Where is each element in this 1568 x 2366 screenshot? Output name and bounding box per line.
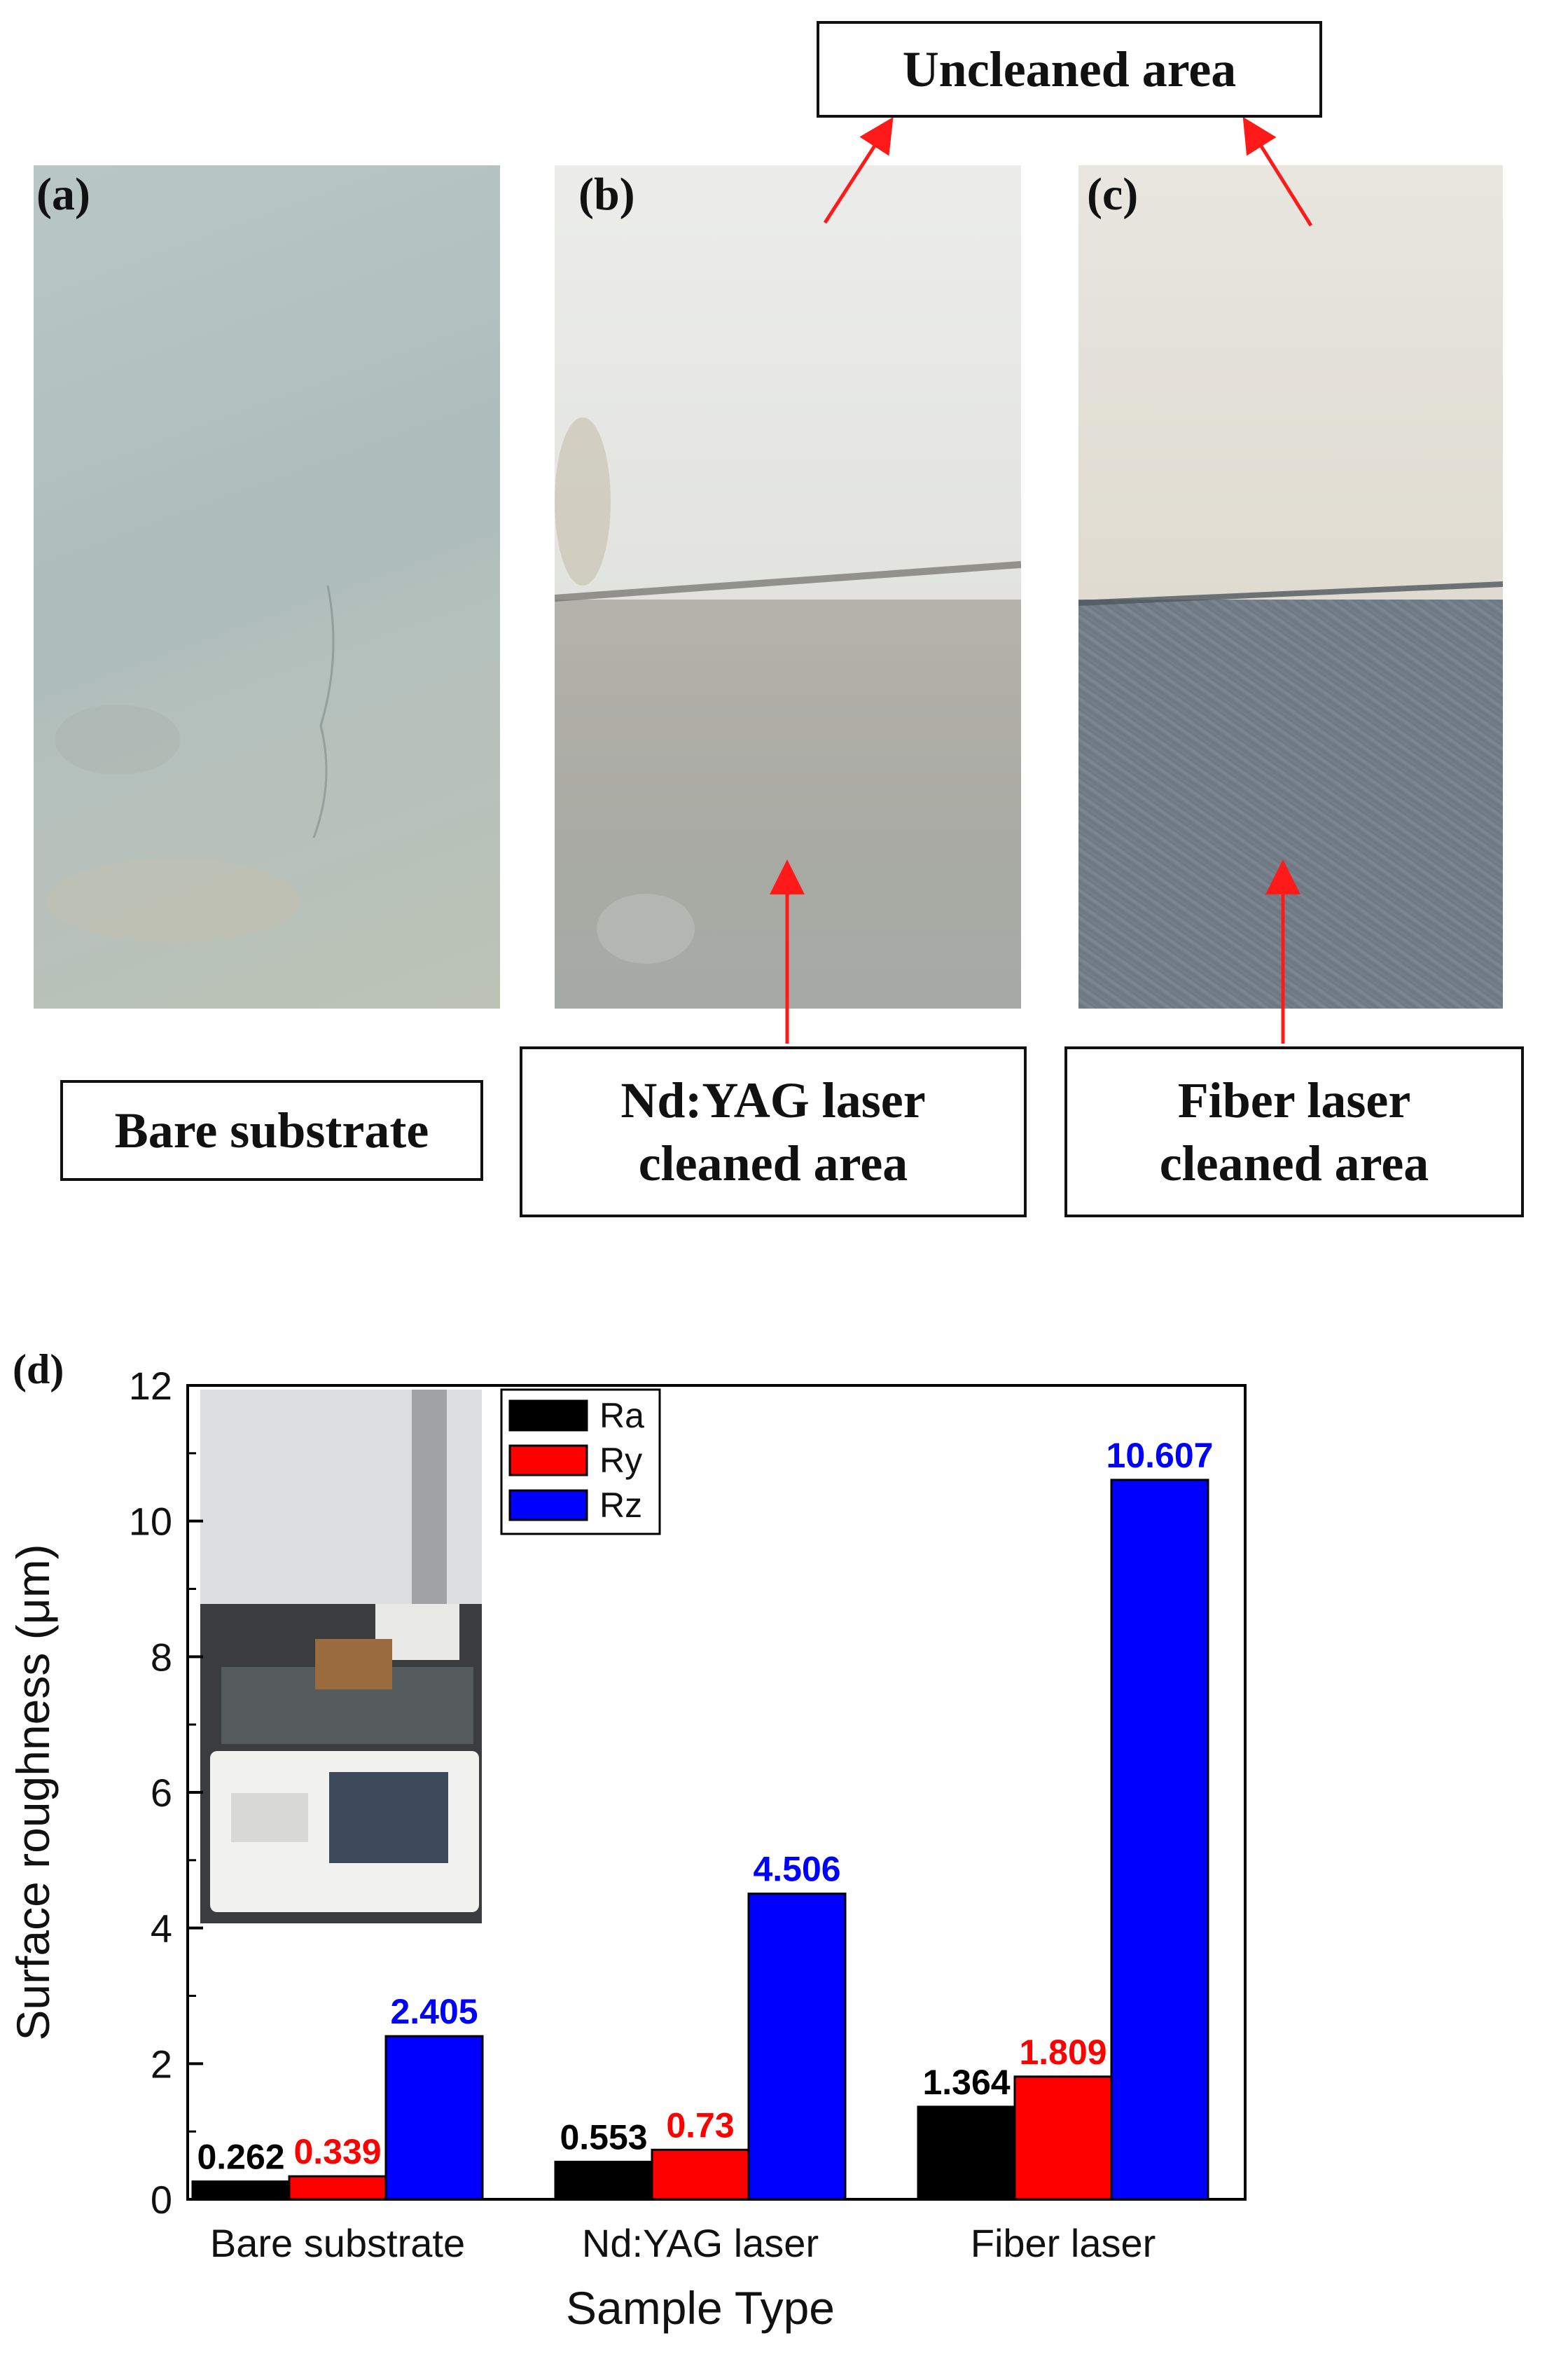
uncleaned-region-c bbox=[1078, 165, 1503, 600]
data-label-rz-1: 4.506 bbox=[753, 1850, 840, 1889]
uncleaned-region-b bbox=[555, 165, 1021, 600]
legend-swatch-ra bbox=[508, 1399, 588, 1432]
bar-ra-2 bbox=[917, 2105, 1016, 2201]
label-bare-substrate: Bare substrate bbox=[60, 1080, 483, 1181]
bar-rz-2 bbox=[1110, 1479, 1209, 2201]
bar-ra-0 bbox=[191, 2180, 291, 2201]
bar-rz-0 bbox=[384, 2035, 484, 2201]
label-ndyag-line1: Nd:YAG laser bbox=[620, 1072, 926, 1128]
label-fiber-line1: Fiber laser bbox=[1177, 1072, 1411, 1128]
data-label-rz-0: 2.405 bbox=[390, 1992, 478, 2031]
panel-a-letter: (a) bbox=[36, 169, 90, 220]
y-tick-label-0: 0 bbox=[151, 2178, 172, 2222]
x-tick-label-1: Nd:YAG laser bbox=[582, 2221, 819, 2265]
legend-label-ry: Ry bbox=[599, 1441, 642, 1480]
arrow-uncleaned-c bbox=[1242, 116, 1313, 227]
data-label-ry-1: 0.73 bbox=[666, 2105, 734, 2145]
x-tick-label-2: Fiber laser bbox=[971, 2221, 1156, 2265]
bar-ry-2 bbox=[1013, 2075, 1113, 2201]
label-uncleaned-area: Uncleaned area bbox=[817, 21, 1322, 118]
inset-profilometer-photo bbox=[200, 1390, 482, 1923]
y-tick-label-2: 4 bbox=[151, 1907, 172, 1951]
label-ndyag-cleaned: Nd:YAG laser cleaned area bbox=[520, 1046, 1027, 1217]
photo-fiber-cleaned bbox=[1078, 165, 1503, 1009]
bar-ra-1 bbox=[554, 2160, 653, 2201]
legend-swatch-ry bbox=[508, 1444, 588, 1476]
bar-ry-0 bbox=[288, 2175, 387, 2201]
surface-texture-bare bbox=[48, 585, 335, 943]
data-label-rz-2: 10.607 bbox=[1106, 1436, 1214, 1475]
y-tick-label-4: 8 bbox=[151, 1635, 172, 1679]
photo-bare-substrate bbox=[34, 165, 500, 1009]
label-bare-text: Bare substrate bbox=[114, 1102, 429, 1158]
label-fiber-line2: cleaned area bbox=[1159, 1135, 1429, 1191]
annotation-arrows bbox=[770, 116, 1313, 1044]
data-label-ra-0: 0.262 bbox=[197, 2138, 284, 2177]
legend-swatch-rz bbox=[508, 1489, 588, 1521]
legend-label-rz: Rz bbox=[599, 1486, 642, 1525]
y-tick-label-6: 12 bbox=[129, 1364, 172, 1408]
x-tick-label-0: Bare substrate bbox=[210, 2221, 465, 2265]
panel-c-letter: (c) bbox=[1087, 169, 1139, 220]
y-axis-title: Surface roughness (μm) bbox=[7, 1544, 59, 2040]
data-label-ra-2: 1.364 bbox=[922, 2063, 1010, 2102]
y-tick-label-5: 10 bbox=[129, 1500, 172, 1544]
y-tick-label-1: 2 bbox=[151, 2042, 172, 2086]
data-label-ry-0: 0.339 bbox=[293, 2132, 381, 2171]
bar-rz-1 bbox=[747, 1893, 847, 2201]
data-label-ra-1: 0.553 bbox=[560, 2117, 647, 2157]
cleaned-region-c bbox=[1078, 600, 1503, 1009]
photo-ndyag-cleaned bbox=[555, 165, 1021, 1009]
panel-b-letter: (b) bbox=[578, 169, 635, 220]
arrow-uncleaned-b bbox=[823, 117, 894, 224]
legend-label-ra: Ra bbox=[599, 1396, 644, 1435]
label-fiber-cleaned: Fiber laser cleaned area bbox=[1064, 1046, 1524, 1217]
boundary-line-b bbox=[555, 417, 1021, 964]
data-label-ry-2: 1.809 bbox=[1019, 2033, 1106, 2072]
panel-d-letter: (d) bbox=[13, 1346, 64, 1392]
bar-ry-1 bbox=[651, 2148, 750, 2201]
x-axis-title: Sample Type bbox=[566, 2282, 835, 2334]
boundary-line-c bbox=[1078, 581, 1503, 606]
y-tick-label-3: 6 bbox=[151, 1771, 172, 1815]
label-uncleaned-text: Uncleaned area bbox=[902, 41, 1237, 97]
label-ndyag-line2: cleaned area bbox=[638, 1135, 908, 1191]
